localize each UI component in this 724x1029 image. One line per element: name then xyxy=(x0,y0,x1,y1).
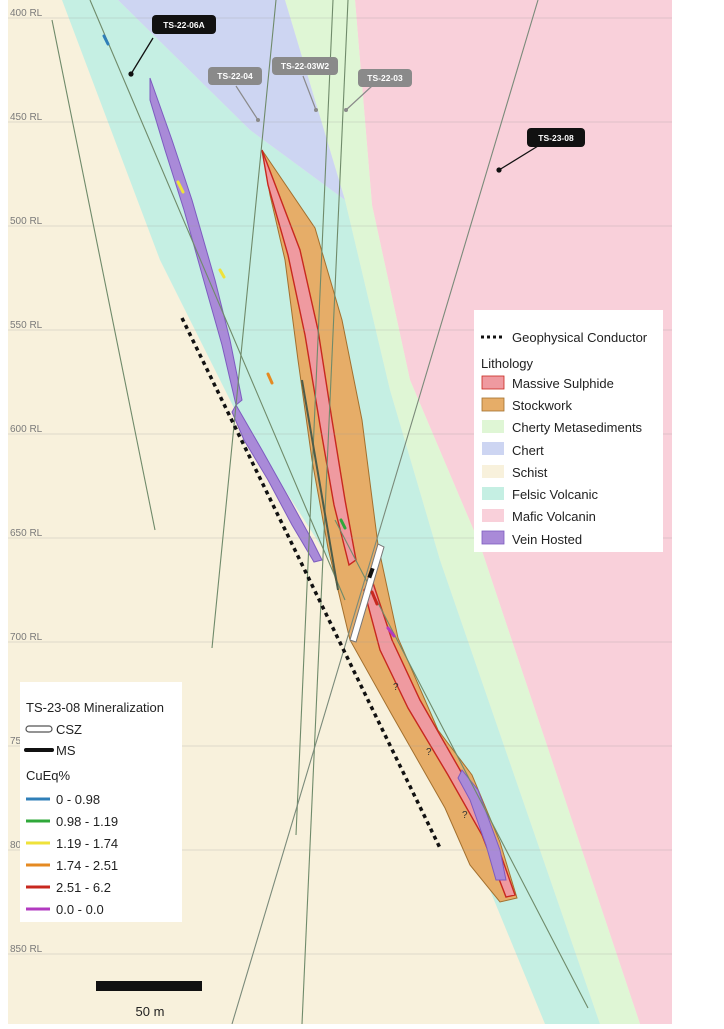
svg-text:TS-22-04: TS-22-04 xyxy=(217,71,253,81)
drillhole-callout-ts-23-08[interactable]: TS-23-08 xyxy=(496,128,585,173)
drillhole-trace-ts-22-04 xyxy=(211,0,277,649)
svg-text:TS-22-03W2: TS-22-03W2 xyxy=(281,61,329,71)
uncertainty-mark: ? xyxy=(393,682,399,693)
legend-label: Stockwork xyxy=(512,398,572,413)
drillhole-callout-ts-22-03w2[interactable]: TS-22-03W2 xyxy=(272,57,338,112)
scale-bar: 50 m xyxy=(96,981,202,1019)
legend-range-label: 1.19 - 1.74 xyxy=(56,836,118,851)
cueq-title: CuEq% xyxy=(26,768,71,783)
legend-swatch-cherty-metasediments xyxy=(482,420,504,433)
svg-text:TS-23-08: TS-23-08 xyxy=(538,133,574,143)
legend-swatch-vein-hosted xyxy=(481,530,505,545)
legend-range-label: 0.98 - 1.19 xyxy=(56,814,118,829)
drillhole-trace-steep xyxy=(301,379,339,591)
legend-label: Vein Hosted xyxy=(512,532,582,547)
unit-chert xyxy=(118,0,345,200)
rl-label: 850 RL xyxy=(10,944,43,955)
legend-label: Mafic Volcanin xyxy=(512,509,596,524)
legend-range-label: 1.74 - 2.51 xyxy=(56,858,118,873)
drillhole-trace-left xyxy=(51,19,156,531)
legend-label: Chert xyxy=(512,443,544,458)
csz-intercept xyxy=(349,543,385,643)
legend-swatch-stockwork xyxy=(481,397,505,412)
legend-swatch-mafic-volcanin xyxy=(482,509,504,522)
legend-swatch-massive-sulphide xyxy=(481,375,505,390)
drillhole-callout-ts-22-04[interactable]: TS-22-04 xyxy=(208,67,262,122)
rl-label: 650 RL xyxy=(10,528,43,539)
rl-label: 400 RL xyxy=(10,8,43,19)
drillhole-trace-ts-22-06a xyxy=(89,0,346,601)
svg-text:TS-22-06A: TS-22-06A xyxy=(163,20,205,30)
ms-intercept xyxy=(367,567,375,579)
uncertainty-mark: ? xyxy=(462,810,468,821)
legend-range-label: 2.51 - 6.2 xyxy=(56,880,111,895)
legend-conductor-label: Geophysical Conductor xyxy=(512,330,648,345)
mineralization-legend: TS-23-08 Mineralization CSZ MS CuEq% 0 -… xyxy=(20,682,182,922)
legend-range-label: 0.0 - 0.0 xyxy=(56,902,104,917)
rl-label: 500 RL xyxy=(10,216,43,227)
scale-bar-label: 50 m xyxy=(136,1004,165,1019)
uncertainty-mark: ? xyxy=(426,747,432,758)
unit-cherty-metasediments xyxy=(285,0,640,1024)
legend-range-label: 0 - 0.98 xyxy=(56,792,100,807)
legend-csz-label: CSZ xyxy=(56,722,82,737)
rl-label: 550 RL xyxy=(10,320,43,331)
drillhole-traces xyxy=(51,0,589,1025)
lithology-legend: Geophysical Conductor Lithology Massive … xyxy=(474,310,663,552)
drillhole-callout-ts-22-03[interactable]: TS-22-03 xyxy=(344,69,412,112)
svg-text:TS-22-03: TS-22-03 xyxy=(367,73,403,83)
legend-label: Felsic Volcanic xyxy=(512,487,598,502)
legend-lithology-title: Lithology xyxy=(481,356,534,371)
legend-ms-label: MS xyxy=(56,743,76,758)
legend-label: Schist xyxy=(512,465,548,480)
legend-swatch-schist xyxy=(482,465,504,478)
legend-csz-symbol xyxy=(25,725,53,733)
rl-label: 600 RL xyxy=(10,424,43,435)
legend-label: Cherty Metasediments xyxy=(512,420,643,435)
mineralisation-marks xyxy=(102,34,396,638)
stockwork-body xyxy=(261,149,518,903)
legend-swatch-felsic-volcanic xyxy=(482,487,504,500)
rl-label: 700 RL xyxy=(10,632,43,643)
drillhole-trace-ts-22-03w2 xyxy=(295,0,334,836)
rl-label: 450 RL xyxy=(10,112,43,123)
drillhole-trace-ts-23-08 xyxy=(231,0,539,1025)
legend-swatch-chert xyxy=(482,442,504,455)
legend-label: Massive Sulphide xyxy=(512,376,614,391)
geophysical-conductor xyxy=(180,317,442,849)
mineralization-title: TS-23-08 Mineralization xyxy=(26,700,164,715)
vein-hosted-zone-lower xyxy=(231,403,323,563)
drillhole-callout-ts-22-06a[interactable]: TS-22-06A xyxy=(128,15,216,77)
